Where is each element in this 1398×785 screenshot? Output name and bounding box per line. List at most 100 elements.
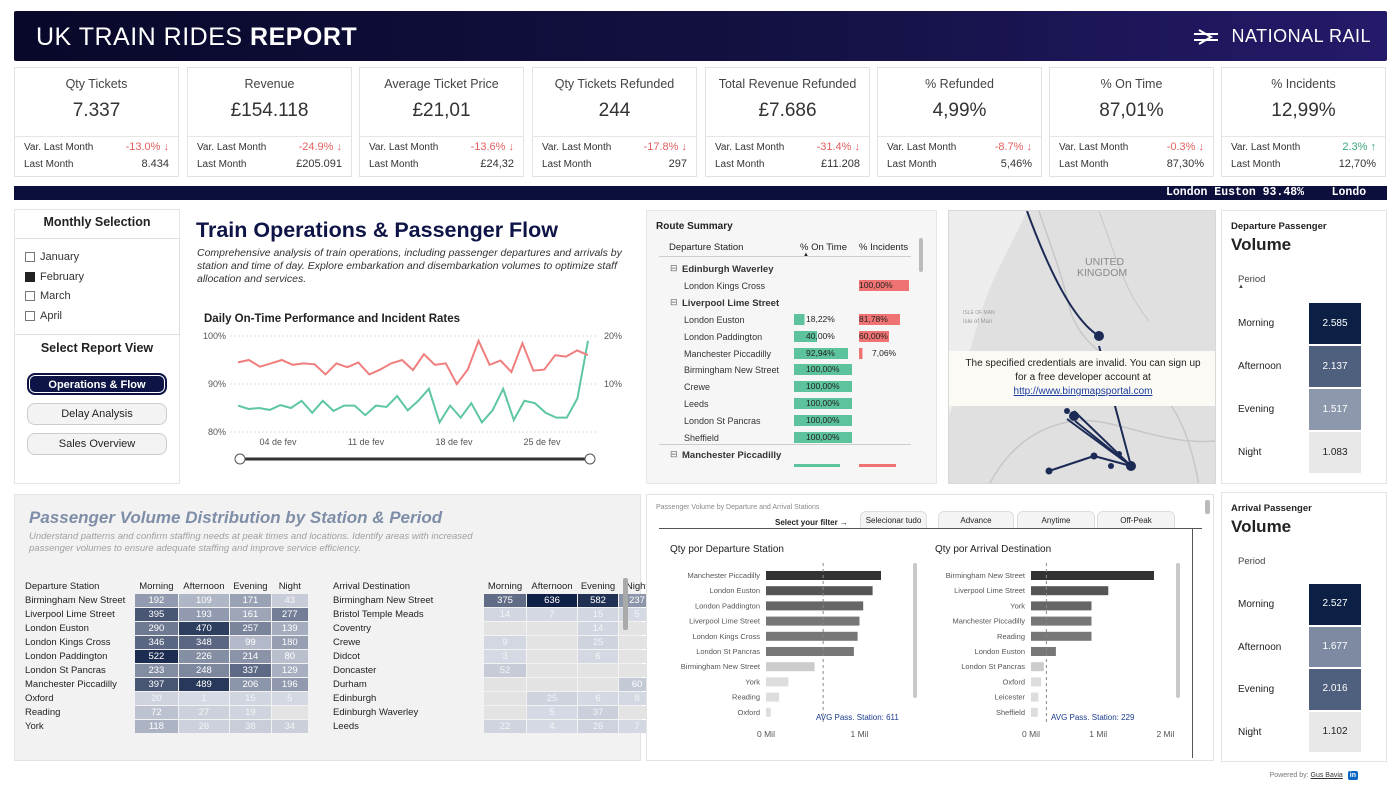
filter-button[interactable]: Off-Peak (1097, 511, 1175, 528)
month-option[interactable]: January (25, 251, 79, 263)
month-option[interactable]: February (25, 271, 84, 283)
collapse-icon[interactable]: ⊟ (670, 263, 678, 273)
matrix-row[interactable]: Birmingham New Street 375 636 582 237 (333, 594, 655, 607)
report-view-button[interactable]: Delay Analysis (27, 403, 167, 425)
matrix-row[interactable]: London Paddington 522 226 214 80 (25, 650, 308, 663)
bar-mark[interactable] (766, 647, 854, 656)
matrix-column-header[interactable]: Evening (233, 580, 268, 592)
month-checkbox[interactable] (25, 252, 35, 262)
matrix-row[interactable]: Bristol Temple Meads 14 7 15 5 (333, 608, 655, 621)
report-view-button[interactable]: Sales Overview (27, 433, 167, 455)
filter-button[interactable]: Advance (938, 511, 1014, 528)
matrix-row[interactable]: Oxford 20 1 15 5 (25, 692, 308, 705)
matrix-row[interactable]: Coventry 14 (333, 622, 655, 635)
filter-button[interactable]: Anytime (1017, 511, 1095, 528)
month-checkbox[interactable] (25, 291, 35, 301)
period-header[interactable]: Period (1238, 274, 1266, 285)
collapse-icon[interactable]: ⊟ (670, 296, 678, 307)
bar-mark[interactable] (1031, 692, 1039, 702)
bar-chart-scrollbar[interactable] (1176, 563, 1180, 698)
month-option[interactable]: March (25, 290, 71, 302)
bar-mark[interactable] (766, 631, 858, 641)
matrix-row[interactable]: York 118 26 38 34 (25, 720, 308, 733)
bars-scrollbar[interactable] (1205, 500, 1210, 514)
month-checkbox[interactable] (25, 310, 35, 321)
linkedin-icon[interactable]: in (1347, 771, 1358, 780)
route-row[interactable]: Crewe 100,00% (647, 379, 917, 396)
matrix-row[interactable]: Liverpool Lime Street 395 193 161 277 (25, 608, 308, 621)
matrix-row[interactable]: Didcot 3 6 (333, 650, 655, 663)
bar-mark[interactable] (766, 707, 771, 717)
month-checkbox[interactable] (25, 271, 35, 282)
matrix-row[interactable]: Manchester Piccadilly 397 489 206 196 (25, 678, 308, 691)
route-row[interactable]: London Kings Cross 100,00% (647, 278, 917, 295)
route-row[interactable]: Leeds 100,00% (647, 396, 917, 413)
route-map[interactable]: UNITED KINGDOM ISLE OF MAN Isle of Man T… (948, 210, 1216, 484)
bar-mark[interactable] (1031, 662, 1044, 672)
matrix-column-header[interactable]: Night (278, 580, 301, 592)
matrix-row[interactable]: Durham 60 (333, 678, 655, 691)
report-view-button[interactable]: Operations & Flow (27, 373, 167, 395)
matrix-row[interactable]: Crewe 9 25 (333, 636, 655, 649)
route-row[interactable]: London St Pancras 100,00% (647, 413, 917, 430)
matrix-column-header[interactable]: Morning (487, 580, 523, 592)
bar-mark[interactable] (766, 601, 864, 611)
col-incidents[interactable]: % Incidents (859, 242, 909, 253)
period-header[interactable]: Period (1238, 556, 1266, 567)
volume-title-line1: Departure Passenger (1231, 221, 1327, 232)
route-group-row[interactable]: ⊟ Liverpool Lime Street (647, 295, 917, 312)
route-row[interactable]: Birmingham New Street 100,00% (647, 362, 917, 379)
route-row[interactable]: Sheffield 100,00% (647, 430, 917, 447)
matrix-row[interactable]: London Euston 290 470 257 139 (25, 622, 308, 635)
matrix-row[interactable]: Leeds 22 4 26 7 (333, 720, 655, 733)
route-row[interactable]: London Euston 18,22% 81,78% (647, 312, 917, 329)
matrix-row[interactable]: Birmingham New Street 192 109 171 43 (25, 594, 308, 607)
matrix-row[interactable]: London St Pancras 233 248 337 129 (25, 664, 308, 677)
bing-maps-link[interactable]: http://www.bingmapsportal.com (1013, 386, 1153, 397)
matrix-column-header[interactable]: Afternoon (531, 580, 573, 592)
slider-handle-end[interactable] (584, 453, 596, 465)
route-row[interactable]: Manchester Piccadilly 92,94% 7,06% (647, 346, 917, 363)
bar-chart-scrollbar[interactable] (913, 563, 917, 698)
bar-mark[interactable] (1031, 647, 1056, 656)
month-option[interactable]: April (25, 310, 62, 322)
bar-mark[interactable] (1031, 571, 1154, 580)
matrix-column-header[interactable]: Morning (139, 580, 174, 592)
bar-mark[interactable] (766, 677, 789, 687)
filter-button[interactable]: Selecionar tudo (860, 511, 927, 528)
col-departure-station[interactable]: Departure Station (669, 242, 744, 253)
slider-handle-start[interactable] (234, 453, 246, 465)
matrix-column-header[interactable]: Departure Station (25, 580, 100, 592)
variance-value: -17.8% ↓ (643, 141, 687, 153)
national-rail-brand: NATIONAL RAIL (1193, 26, 1371, 47)
bar-mark[interactable] (1031, 616, 1092, 626)
matrix-column-header[interactable]: Evening (580, 580, 616, 592)
bar-mark[interactable] (1031, 707, 1038, 717)
route-row[interactable]: London Paddington 40,00% 60,00% (647, 329, 917, 346)
matrix-row[interactable]: Edinburgh 25 6 8 (333, 692, 655, 705)
matrix-row[interactable]: Doncaster 52 (333, 664, 655, 677)
bar-mark[interactable] (766, 692, 780, 702)
bar-mark[interactable] (766, 586, 873, 596)
bar-category-label: Sheffield (996, 708, 1025, 717)
route-group-row[interactable]: ⊟ Manchester Piccadilly (647, 447, 917, 464)
bar-mark[interactable] (1031, 601, 1092, 611)
arrival-matrix-scrollbar[interactable] (623, 578, 628, 630)
matrix-row[interactable]: Reading 72 27 19 (25, 706, 308, 719)
matrix-column-header[interactable]: Arrival Destination (333, 580, 411, 592)
route-group-row[interactable]: ⊟ Edinburgh Waverley (647, 261, 917, 278)
matrix-column-header[interactable]: Afternoon (183, 580, 225, 592)
bar-mark[interactable] (766, 616, 860, 626)
matrix-row[interactable]: Edinburgh Waverley 5 37 (333, 706, 655, 719)
bar-mark[interactable] (766, 662, 815, 672)
matrix-row[interactable]: London Kings Cross 346 348 99 180 (25, 636, 308, 649)
last-month-label: Last Month (715, 159, 765, 170)
bar-mark[interactable] (1031, 677, 1042, 687)
bar-mark[interactable] (1031, 631, 1092, 641)
col-on-time[interactable]: % On Time (800, 242, 847, 253)
bar-mark[interactable] (1031, 586, 1109, 596)
collapse-icon[interactable]: ⊟ (670, 448, 678, 459)
matrix-column-header[interactable]: Night (625, 580, 649, 592)
author-link[interactable]: Gus Bavia (1310, 772, 1343, 779)
route-summary-scrollbar[interactable] (919, 238, 923, 272)
